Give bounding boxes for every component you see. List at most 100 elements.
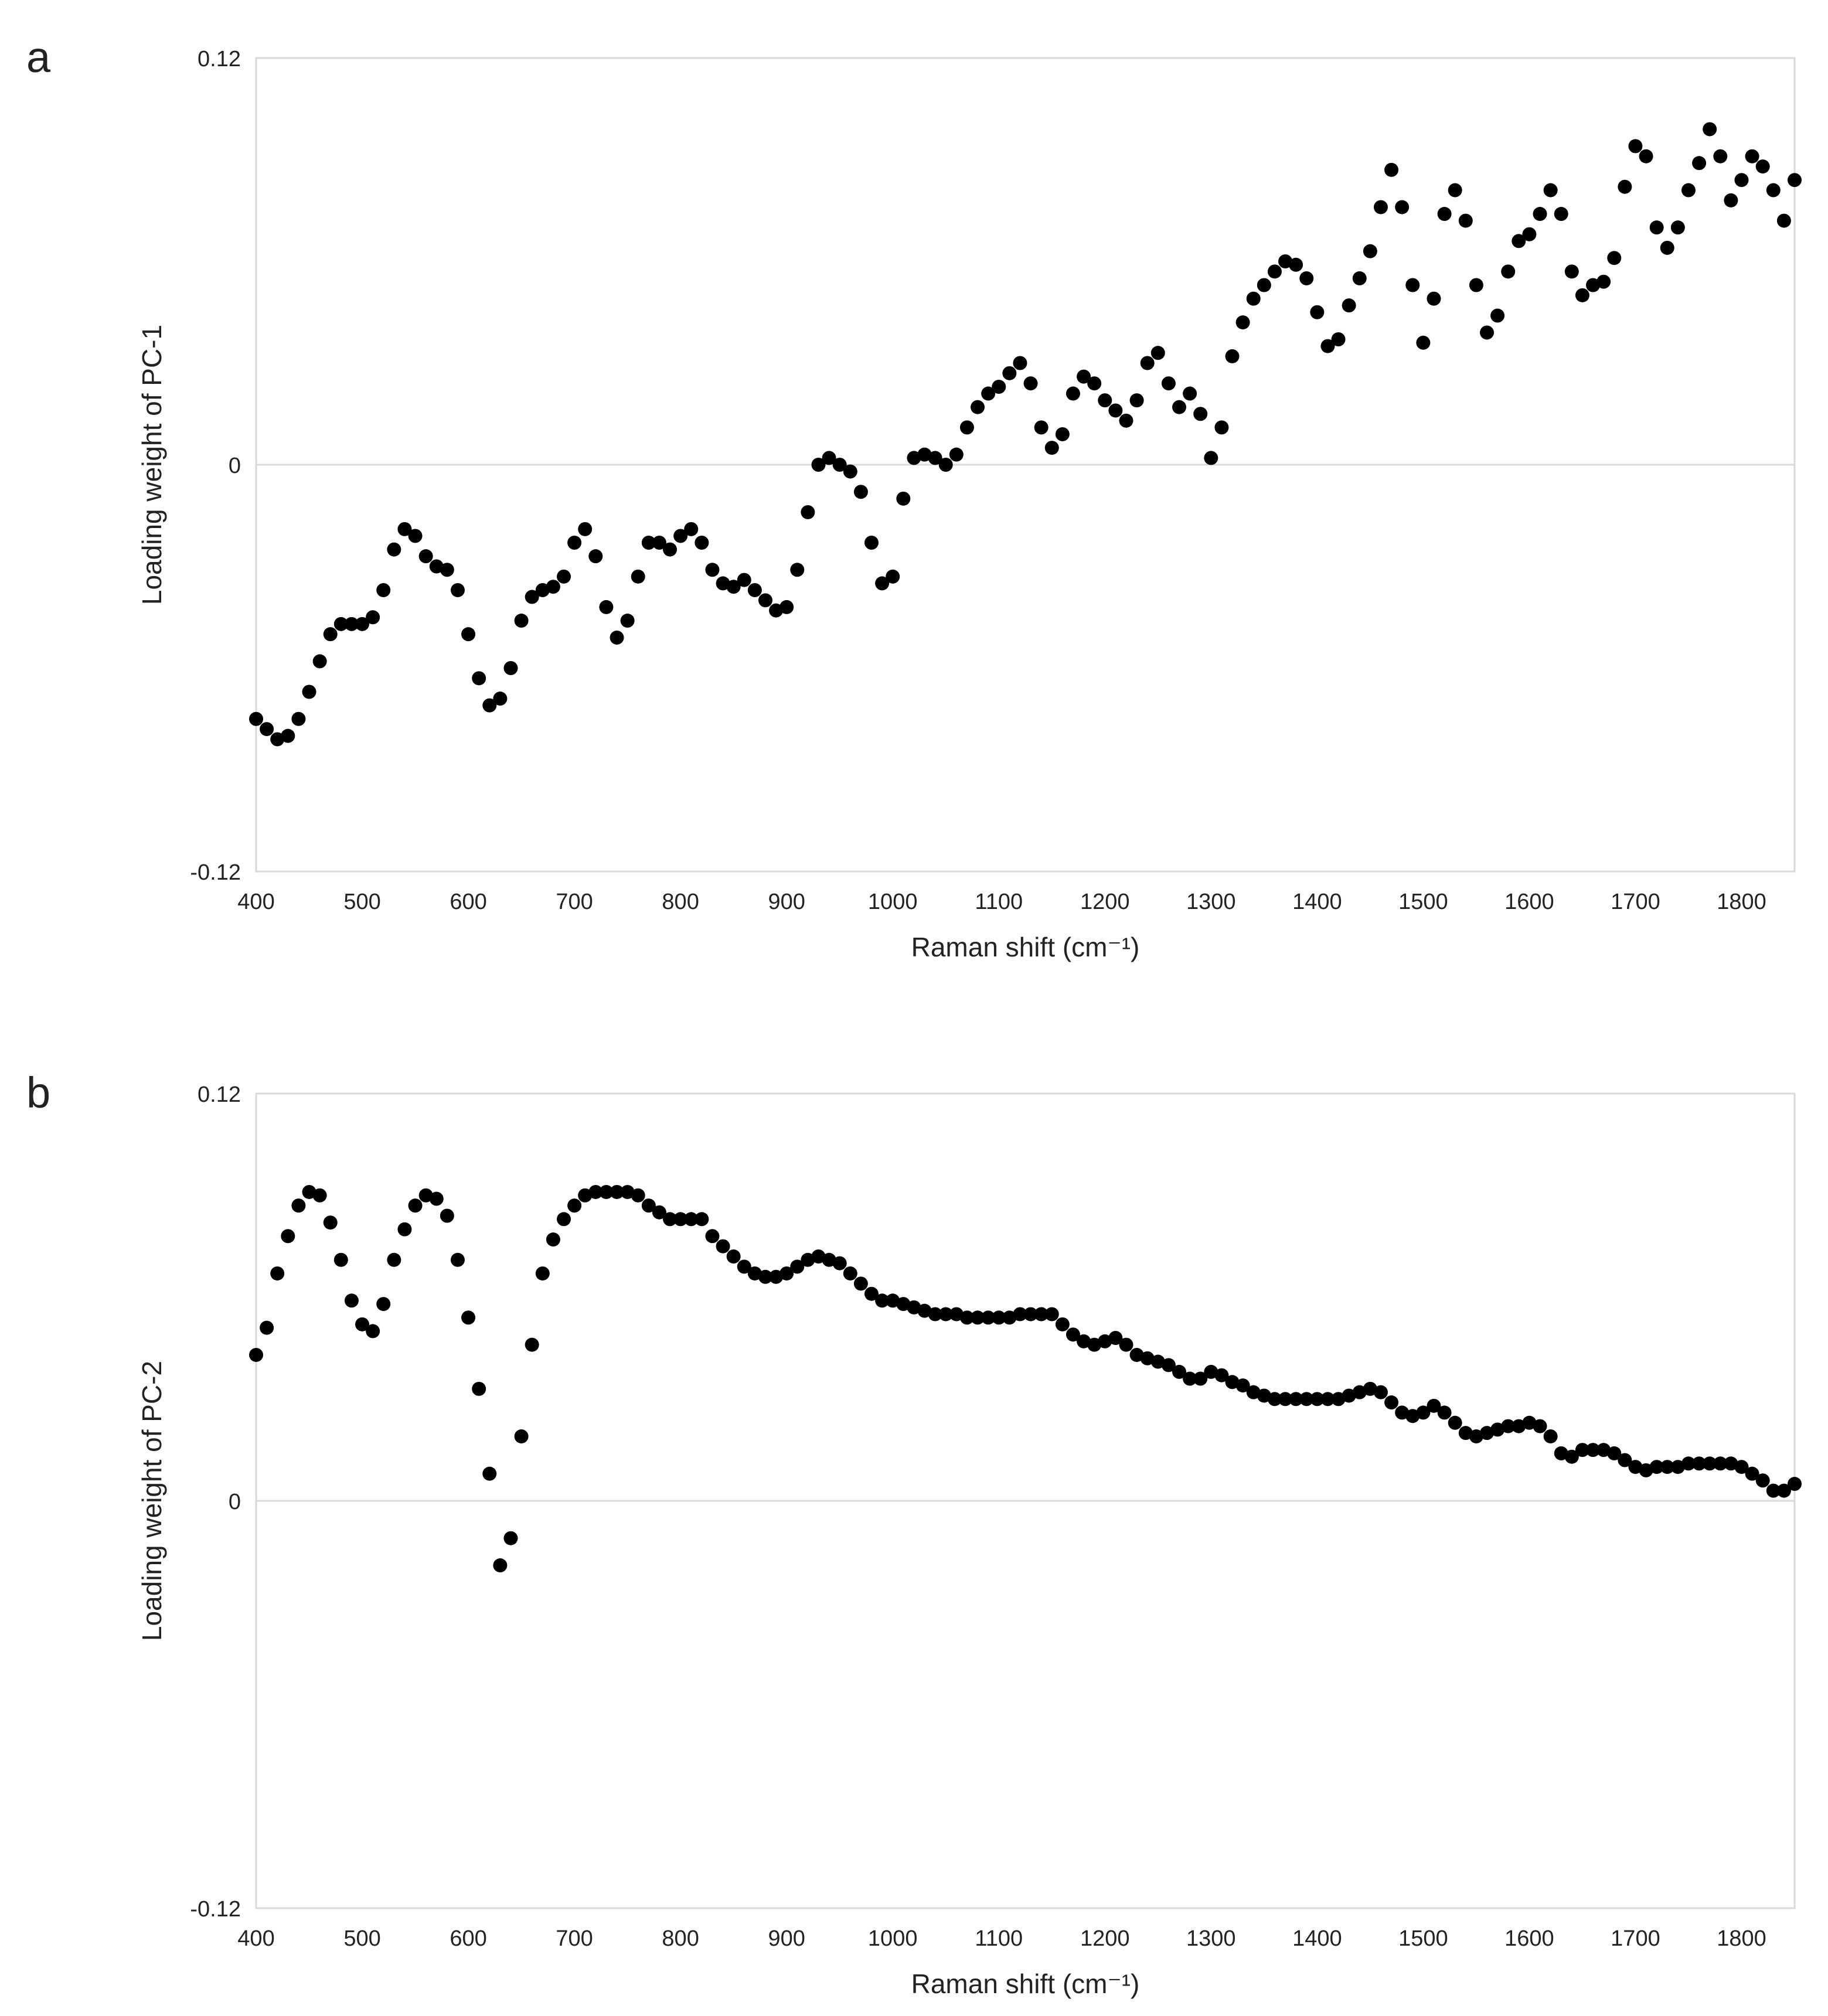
data-point <box>461 1310 476 1325</box>
data-point <box>291 1198 306 1213</box>
data-point <box>1140 356 1155 370</box>
data-point <box>1098 1334 1112 1348</box>
data-point <box>758 1269 772 1284</box>
data-point <box>769 1269 784 1284</box>
data-point <box>949 1307 964 1322</box>
data-point <box>312 654 327 669</box>
x-tick-label: 600 <box>450 890 486 914</box>
data-point <box>769 603 784 618</box>
data-point <box>1172 400 1186 414</box>
x-tick-label: 1500 <box>1398 890 1448 914</box>
data-point <box>1373 1385 1388 1399</box>
x-tick-label: 400 <box>237 1926 274 1951</box>
data-point <box>493 1558 508 1573</box>
data-point <box>429 1191 444 1206</box>
data-point <box>631 569 645 584</box>
data-point <box>387 1252 401 1267</box>
x-tick-label: 1100 <box>975 1926 1023 1951</box>
data-point <box>1405 278 1420 292</box>
data-point <box>1522 227 1537 241</box>
data-point <box>525 590 539 604</box>
data-point <box>1575 1443 1589 1457</box>
data-point <box>599 600 614 614</box>
data-point <box>1692 1456 1707 1471</box>
x-axis-title: Raman shift (cm⁻¹) <box>911 932 1140 962</box>
data-point <box>1267 264 1282 279</box>
data-point <box>652 1205 666 1220</box>
data-point <box>1427 1398 1441 1413</box>
x-tick-label: 600 <box>450 1926 486 1951</box>
data-point <box>1649 220 1664 235</box>
x-tick-label: 900 <box>768 890 805 914</box>
data-point <box>1681 183 1696 197</box>
data-point <box>1755 159 1770 174</box>
data-point <box>1013 1307 1027 1322</box>
data-point <box>1564 1449 1579 1464</box>
data-point <box>503 661 518 675</box>
data-point <box>1055 427 1070 441</box>
data-point <box>1469 1429 1483 1443</box>
data-point <box>535 583 550 597</box>
data-point <box>1204 1364 1218 1379</box>
data-point <box>599 1184 614 1199</box>
x-tick-label: 700 <box>556 1926 593 1951</box>
data-point <box>1458 213 1473 228</box>
data-point <box>705 563 720 577</box>
data-point <box>1023 1307 1038 1322</box>
data-point <box>1734 173 1749 188</box>
data-point <box>822 1252 836 1267</box>
data-point <box>1543 183 1558 197</box>
data-point <box>578 1188 593 1203</box>
x-tick-label: 1600 <box>1504 890 1554 914</box>
data-point <box>1108 403 1123 418</box>
data-point <box>1373 200 1388 214</box>
data-point <box>557 1212 571 1227</box>
data-point <box>1416 1405 1431 1420</box>
data-point <box>1713 149 1728 164</box>
data-point <box>397 522 412 536</box>
data-point <box>302 685 316 699</box>
data-point <box>886 569 900 584</box>
data-point <box>1172 1364 1186 1379</box>
data-point <box>1140 1351 1155 1365</box>
data-point <box>1501 264 1516 279</box>
data-point <box>716 576 730 591</box>
data-point <box>1363 1381 1377 1396</box>
data-point <box>1320 339 1335 353</box>
data-point <box>1235 315 1250 330</box>
x-tick-label: 900 <box>768 1926 805 1951</box>
data-point <box>1533 1419 1547 1433</box>
data-point <box>1013 356 1027 370</box>
data-point <box>1108 1331 1123 1345</box>
data-point <box>917 447 932 462</box>
data-point <box>1161 376 1176 391</box>
data-point <box>366 1324 380 1339</box>
panel-label: b <box>26 1068 50 1117</box>
y-axis-title: Loading weight of PC-2 <box>137 1361 167 1641</box>
data-point <box>843 1266 857 1281</box>
data-point <box>1257 278 1271 292</box>
data-point <box>270 732 285 747</box>
data-point <box>610 630 624 645</box>
data-point <box>801 505 815 519</box>
data-point <box>875 1293 890 1308</box>
data-point <box>737 573 751 587</box>
data-point <box>588 1184 603 1199</box>
data-point <box>1193 1371 1208 1386</box>
data-point <box>832 1256 847 1271</box>
data-point <box>1607 1446 1622 1460</box>
data-point <box>344 617 359 631</box>
data-point <box>344 1293 359 1308</box>
x-tick-label: 500 <box>343 890 380 914</box>
data-point <box>917 1303 932 1318</box>
data-point <box>726 1249 741 1264</box>
data-point <box>525 1337 539 1352</box>
data-point <box>535 1266 550 1281</box>
data-point <box>1278 254 1293 268</box>
x-tick-label: 1800 <box>1717 1926 1766 1951</box>
data-point <box>853 1276 868 1291</box>
data-point <box>249 711 263 726</box>
data-point <box>1384 162 1399 177</box>
data-point <box>1564 264 1579 279</box>
